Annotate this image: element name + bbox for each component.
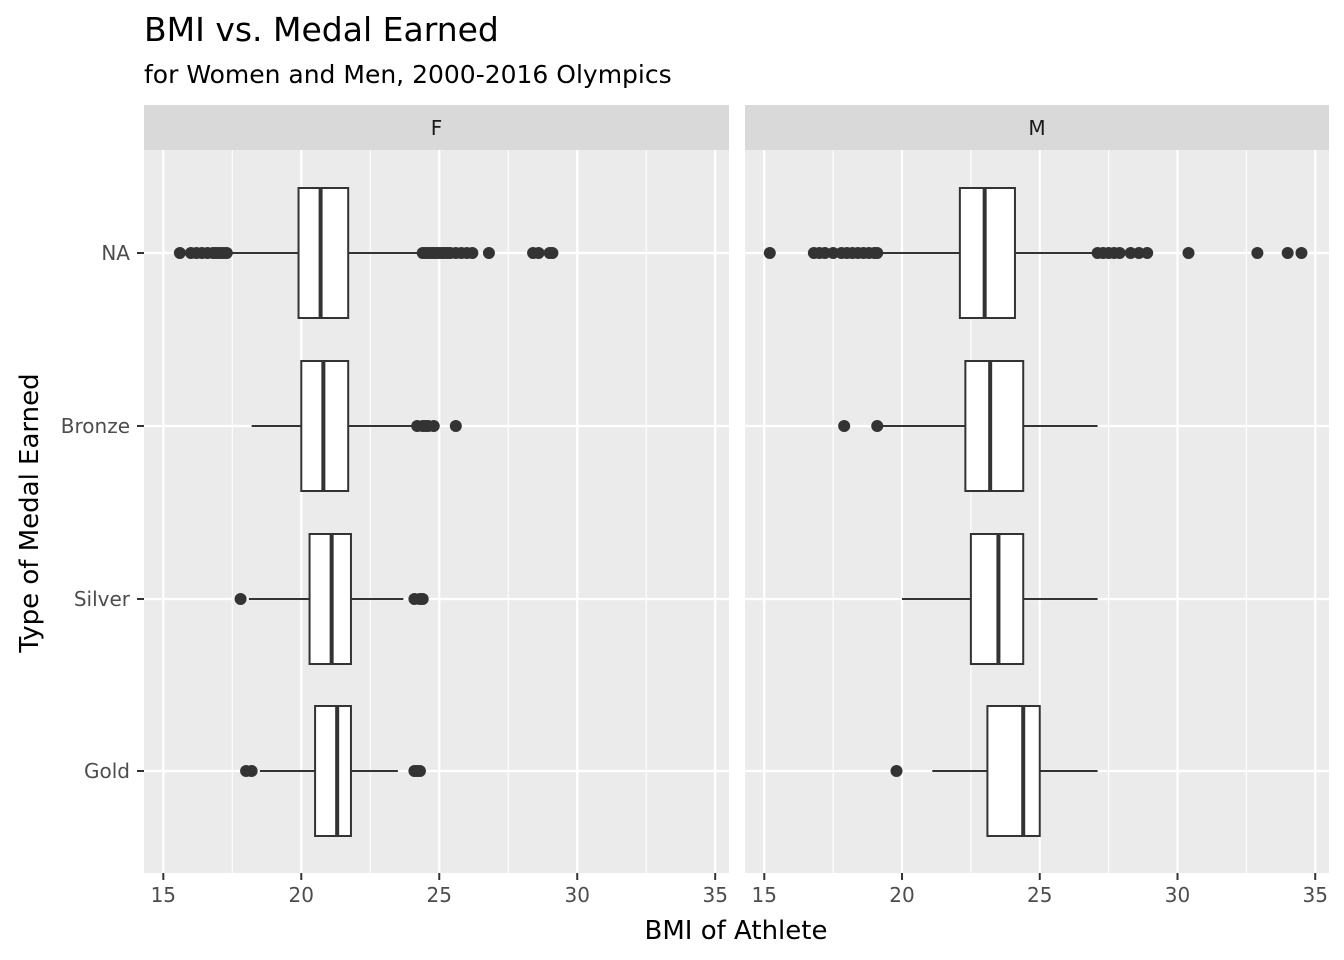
outlier-point	[220, 247, 233, 259]
y-tick-label: NA	[101, 241, 130, 265]
facet-panel-m: M 15 20 25 30 35	[745, 105, 1329, 907]
box-iqr	[958, 187, 1016, 319]
outlier-point	[1182, 247, 1195, 259]
outlier-point	[1251, 247, 1264, 259]
y-axis: NA Bronze Silver Gold	[61, 241, 144, 783]
x-tick-label: 25	[1027, 883, 1052, 907]
boxplot-m-bronze	[838, 360, 1098, 492]
y-tick-label: Gold	[84, 759, 130, 783]
boxplot-f-gold	[240, 705, 426, 837]
outlier-point	[173, 247, 186, 259]
x-tick-label: 20	[289, 883, 314, 907]
facet-strip	[144, 105, 729, 150]
outlier-point	[1132, 247, 1145, 259]
outlier-point	[763, 247, 776, 259]
boxplot-f-na	[173, 187, 559, 319]
outlier-point	[838, 420, 851, 432]
x-tick-label: 30	[565, 883, 590, 907]
boxplot-f-bronze	[251, 360, 462, 492]
x-tick-label: 25	[427, 883, 452, 907]
boxplot-f-silver	[234, 533, 429, 665]
facet-panel-f: F 15 20 25 30 35	[144, 105, 729, 907]
box-iqr	[297, 187, 350, 319]
boxplot-m-silver	[902, 533, 1098, 665]
outlier-point	[482, 247, 495, 259]
outlier-point	[871, 420, 884, 432]
y-tick-label: Silver	[74, 587, 131, 611]
outlier-point	[871, 247, 884, 259]
outlier-point	[416, 593, 429, 605]
x-tick-label: 35	[1302, 883, 1327, 907]
outlier-point	[1113, 247, 1126, 259]
outlier-point	[413, 765, 426, 777]
boxplot-m-na	[763, 187, 1308, 319]
facet-strip	[745, 105, 1329, 150]
outlier-point	[427, 420, 440, 432]
outlier-point	[532, 247, 545, 259]
x-axis-title: BMI of Athlete	[645, 916, 828, 946]
chart-title: BMI vs. Medal Earned	[144, 10, 499, 49]
outlier-point	[466, 247, 479, 259]
y-axis-title: Type of Medal Earned	[15, 373, 45, 653]
facet-strip-label: F	[431, 116, 443, 140]
x-tick-label: 15	[752, 883, 777, 907]
outlier-point	[827, 247, 840, 259]
outlier-point	[546, 247, 559, 259]
chart-subtitle: for Women and Men, 2000-2016 Olympics	[144, 60, 672, 89]
boxplot-m-gold	[890, 705, 1098, 837]
outlier-point	[245, 765, 258, 777]
y-tick-label: Bronze	[61, 414, 130, 438]
x-tick-label: 15	[151, 883, 176, 907]
outlier-point	[1295, 247, 1308, 259]
outlier-point	[1124, 247, 1137, 259]
x-tick-label: 20	[889, 883, 914, 907]
panel-background	[144, 150, 729, 873]
x-tick-label: 30	[1165, 883, 1190, 907]
x-tick-label: 35	[702, 883, 727, 907]
facet-strip-label: M	[1028, 116, 1045, 140]
outlier-point	[234, 593, 247, 605]
outlier-point	[818, 247, 831, 259]
outlier-point	[449, 420, 462, 432]
outlier-point	[1281, 247, 1294, 259]
facet-panels: F 15 20 25 30 35 M 15 20 25 30 35	[144, 105, 1329, 907]
outlier-point	[890, 765, 903, 777]
outlier-point	[1141, 247, 1154, 259]
box-iqr	[964, 360, 1025, 492]
box-iqr	[314, 705, 352, 837]
box-iqr	[986, 705, 1041, 837]
